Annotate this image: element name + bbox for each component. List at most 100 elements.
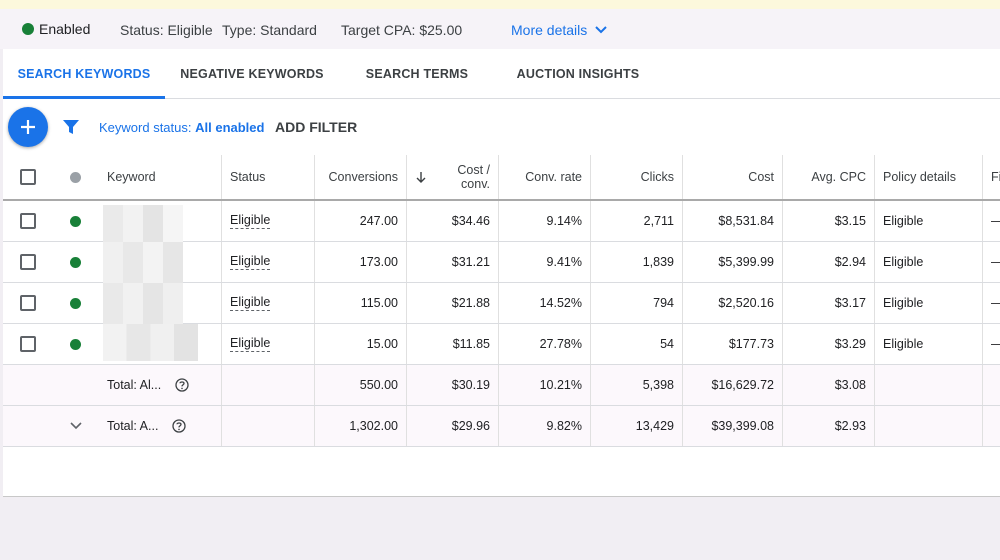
status-cell: Eligible [222,201,315,241]
conv-rate-cell: 9.41% [499,242,591,282]
conversions-cell: 247.00 [315,201,407,241]
avg-cpc-cell: $3.29 [783,324,875,364]
cost-per-conv-cell: $34.46 [407,201,499,241]
status-value[interactable]: Eligible [230,254,271,270]
header-policy-details[interactable]: Policy details [875,155,983,199]
total-status-cell [222,406,315,446]
enabled-label: Enabled [39,21,91,37]
header-conversions[interactable]: Conversions [315,155,407,199]
total-label-cell: Total: A... [98,406,222,446]
total-label-cell: Total: Al... [98,365,222,405]
row-checkbox[interactable] [20,336,36,352]
add-keyword-button[interactable] [8,107,48,147]
header-next-column[interactable]: Fi [991,170,1000,184]
status-cell: Eligible [222,283,315,323]
keyword-cell[interactable] [98,283,222,324]
keyword-cell[interactable] [98,242,222,283]
conversions-cell: 15.00 [315,324,407,364]
tab-search-keywords[interactable]: SEARCH KEYWORDS [17,67,151,81]
enabled-dot-icon [70,256,81,268]
more-details-link[interactable]: More details [511,22,607,38]
row-dot-cell [53,201,98,241]
enabled-dot-icon [70,215,81,227]
enabled-status[interactable]: Enabled [22,21,90,37]
total-cost-cell: $16,629.72 [683,365,783,405]
header-cost-per-conv[interactable]: Cost / conv. [407,155,499,199]
redacted-keyword [103,324,198,361]
cost-per-conv-cell: $11.85 [407,324,499,364]
policy-cell: Eligible [875,242,983,282]
total-cost-per-conv-cell: $29.96 [407,406,499,446]
avg-cpc-cell: $2.94 [783,242,875,282]
trailing-cell: — [983,283,1000,323]
conversions-cell: 115.00 [315,283,407,323]
status-value[interactable]: Eligible [230,213,271,229]
filter-icon[interactable] [62,119,80,135]
campaign-summary-bar: Enabled Status: Eligible Type: Standard … [0,9,1000,49]
tab-auction-insights[interactable]: AUCTION INSIGHTS [516,67,640,81]
add-filter-button[interactable]: ADD FILTER [275,119,358,135]
conversions-cell: 173.00 [315,242,407,282]
tab-search-terms[interactable]: SEARCH TERMS [365,67,469,81]
total-policy-cell [875,406,983,446]
avg-cpc-cell: $3.17 [783,283,875,323]
help-circle-icon[interactable] [175,378,189,392]
total-cost-per-conv-cell: $30.19 [407,365,499,405]
total-conv-rate-cell: 9.82% [499,406,591,446]
table-header-row: Keyword Status Conversions Cost / conv. … [3,155,1000,201]
chevron-down-icon[interactable] [70,422,82,430]
row-dot-cell [53,242,98,282]
status-dot-icon[interactable] [70,171,81,183]
keyword-cell[interactable] [98,201,222,242]
total-avg-cpc-cell: $3.08 [783,365,875,405]
keyword-status-filter[interactable]: Keyword status: All enabled [99,120,264,135]
table-row[interactable]: Eligible 173.00 $31.21 9.41% 1,839 $5,39… [3,242,1000,283]
conv-rate-cell: 14.52% [499,283,591,323]
header-cost[interactable]: Cost [683,155,783,199]
total-label: Total: Al... [107,378,162,392]
header-clicks[interactable]: Clicks [591,155,683,199]
tab-negative-keywords[interactable]: NEGATIVE KEYWORDS [180,67,324,81]
total-conversions-cell: 550.00 [315,365,407,405]
row-dot-cell [53,283,98,323]
table-row[interactable]: Eligible 115.00 $21.88 14.52% 794 $2,520… [3,283,1000,324]
chevron-down-icon [595,26,607,34]
header-status[interactable]: Status [222,155,315,199]
keyword-tabs: SEARCH KEYWORDS NEGATIVE KEYWORDS SEARCH… [3,49,1000,99]
row-dot-cell [53,324,98,364]
total-conv-rate-cell: 10.21% [499,365,591,405]
row-checkbox-cell [3,242,53,282]
keyword-cell[interactable] [98,324,222,364]
more-details-label: More details [511,22,588,38]
cost-cell: $2,520.16 [683,283,783,323]
row-checkbox[interactable] [20,254,36,270]
redacted-keyword [103,283,183,324]
active-tab-indicator [3,96,165,99]
header-avg-cpc[interactable]: Avg. CPC [783,155,875,199]
total-spacer-cell [3,365,98,405]
select-all-checkbox[interactable] [20,169,36,185]
header-conv-rate[interactable]: Conv. rate [499,155,591,199]
header-keyword[interactable]: Keyword [98,155,222,199]
policy-cell: Eligible [875,283,983,323]
conv-rate-cell: 9.14% [499,201,591,241]
total-expand-cell [3,406,98,446]
trailing-cell: — [983,201,1000,241]
row-checkbox[interactable] [20,213,36,229]
help-circle-icon[interactable] [172,419,187,433]
total-label: Total: A... [107,419,159,433]
status-value[interactable]: Eligible [230,336,271,352]
row-checkbox[interactable] [20,295,36,311]
avg-cpc-cell: $3.15 [783,201,875,241]
keyword-status-value: All enabled [195,120,265,135]
table-row[interactable]: Eligible 15.00 $11.85 27.78% 54 $177.73 … [3,324,1000,365]
table-row[interactable]: Eligible 247.00 $34.46 9.14% 2,711 $8,53… [3,201,1000,242]
total-clicks-cell: 5,398 [591,365,683,405]
cost-cell: $177.73 [683,324,783,364]
row-checkbox-cell [3,201,53,241]
redacted-keyword [103,242,183,283]
cost-per-conv-line2: conv. [461,177,490,191]
clicks-cell: 2,711 [591,201,683,241]
status-value[interactable]: Eligible [230,295,271,311]
arrow-down-icon [416,172,426,183]
